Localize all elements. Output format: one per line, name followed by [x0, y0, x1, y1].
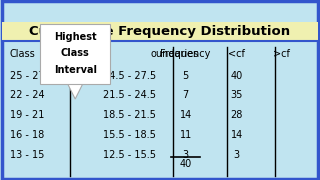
Text: 13 - 15: 13 - 15 — [10, 150, 44, 160]
Text: 28: 28 — [231, 110, 243, 120]
Text: 3: 3 — [182, 150, 189, 160]
Text: 40: 40 — [231, 71, 243, 81]
Text: 21.5 - 24.5: 21.5 - 24.5 — [103, 90, 156, 100]
Text: 3: 3 — [234, 150, 240, 160]
Text: <cf: <cf — [228, 49, 245, 59]
Text: 25 - 27: 25 - 27 — [10, 71, 44, 81]
Text: 40: 40 — [180, 159, 192, 169]
Text: 14: 14 — [231, 130, 243, 140]
Text: Class: Class — [61, 48, 90, 58]
Text: 12.5 - 15.5: 12.5 - 15.5 — [103, 150, 156, 160]
Text: 18.5 - 21.5: 18.5 - 21.5 — [103, 110, 156, 120]
Text: 16 - 18: 16 - 18 — [10, 130, 44, 140]
Text: 7: 7 — [182, 90, 189, 100]
Text: >cf: >cf — [273, 49, 290, 59]
Text: Frequency: Frequency — [160, 49, 211, 59]
Text: 19 - 21: 19 - 21 — [10, 110, 44, 120]
Text: oundaries: oundaries — [150, 49, 199, 59]
Text: Class: Class — [10, 49, 35, 59]
Text: 35: 35 — [231, 90, 243, 100]
Text: 11: 11 — [180, 130, 192, 140]
Polygon shape — [67, 83, 83, 99]
FancyBboxPatch shape — [2, 22, 318, 41]
Text: 14: 14 — [180, 110, 192, 120]
Text: Highest: Highest — [54, 32, 97, 42]
Text: 24.5 - 27.5: 24.5 - 27.5 — [103, 71, 156, 81]
Text: Interval: Interval — [54, 65, 97, 75]
Text: 15.5 - 18.5: 15.5 - 18.5 — [103, 130, 156, 140]
Text: Cumulative Frequency Distribution: Cumulative Frequency Distribution — [29, 25, 291, 38]
FancyBboxPatch shape — [2, 1, 318, 179]
FancyBboxPatch shape — [40, 24, 110, 84]
Text: 22 - 24: 22 - 24 — [10, 90, 44, 100]
Text: 5: 5 — [182, 71, 189, 81]
